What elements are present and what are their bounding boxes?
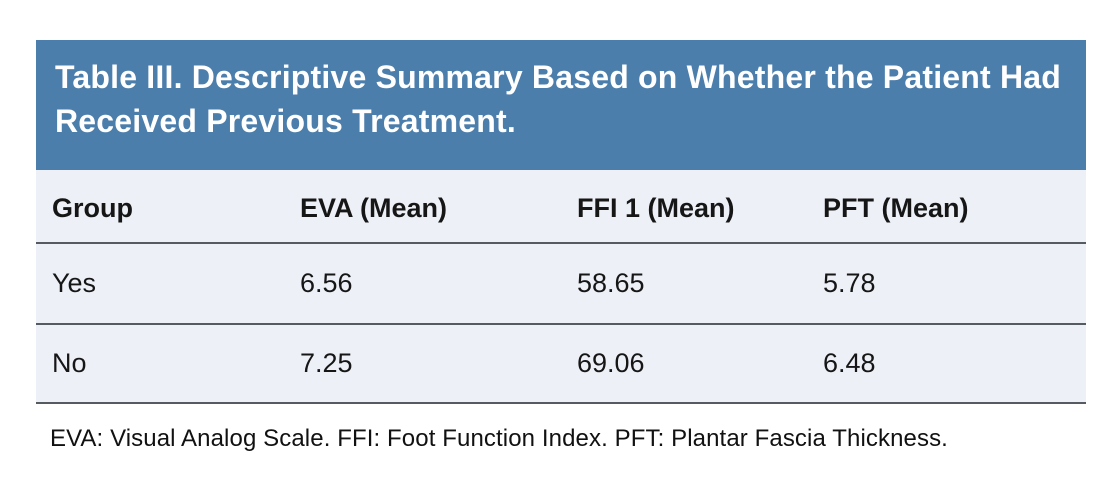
cell-group: Yes [36,243,284,325]
table-body: Group EVA (Mean) FFI 1 (Mean) PFT (Mean)… [36,170,1086,404]
cell-ffi: 69.06 [561,324,807,404]
cell-group: No [36,324,284,404]
cell-pft: 5.78 [807,243,1086,325]
summary-table: Group EVA (Mean) FFI 1 (Mean) PFT (Mean)… [36,170,1086,404]
table-card: Table III. Descriptive Summary Based on … [36,40,1086,453]
column-header-group: Group [36,170,284,244]
cell-eva: 6.56 [284,243,561,325]
table-footnote: EVA: Visual Analog Scale. FFI: Foot Func… [50,425,948,452]
cell-ffi: 58.65 [561,243,807,325]
column-header-ffi: FFI 1 (Mean) [561,170,807,244]
column-header-pft: PFT (Mean) [807,170,1086,244]
table-row: Yes 6.56 58.65 5.78 [36,243,1086,325]
cell-eva: 7.25 [284,324,561,404]
table-row: No 7.25 69.06 6.48 [36,324,1086,404]
column-header-eva: EVA (Mean) [284,170,561,244]
cell-pft: 6.48 [807,324,1086,404]
table-header-row: Group EVA (Mean) FFI 1 (Mean) PFT (Mean) [36,170,1086,244]
table-title: Table III. Descriptive Summary Based on … [36,40,1086,170]
